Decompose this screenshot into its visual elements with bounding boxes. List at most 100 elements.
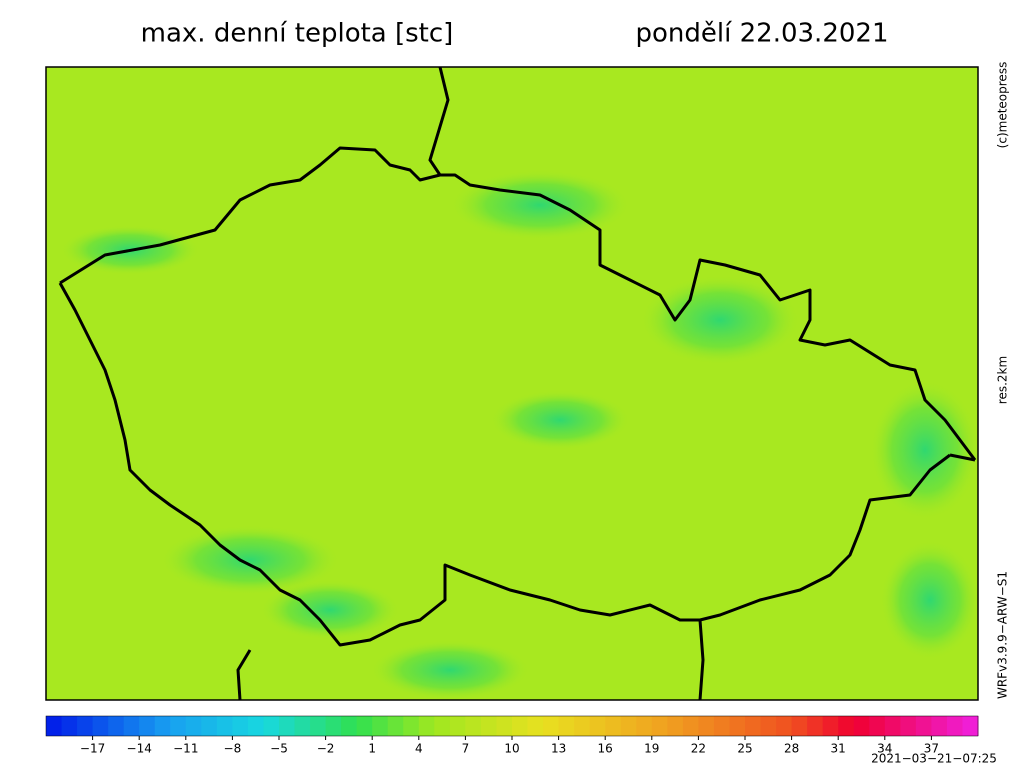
colorbar-segment [512, 716, 529, 736]
colorbar-segment [185, 716, 202, 736]
colorbar-segment [139, 716, 156, 736]
colorbar-segment [372, 716, 389, 736]
colorbar-segment [449, 716, 466, 736]
colorbar-segment [900, 716, 917, 736]
colorbar-segment [667, 716, 684, 736]
field-shade [490, 390, 630, 450]
colorbar-segment [123, 716, 140, 736]
colorbar-tick-label: 10 [504, 742, 519, 756]
colorbar-segment [745, 716, 762, 736]
colorbar-segment [77, 716, 94, 736]
colorbar-tick-label: −14 [127, 742, 152, 756]
colorbar-tick-label: 16 [598, 742, 613, 756]
colorbar-tick-label: −8 [224, 742, 242, 756]
colorbar-segment [46, 716, 63, 736]
country-border [58, 146, 977, 647]
colorbar-segment [853, 716, 870, 736]
colorbar-segment [776, 716, 793, 736]
colorbar-segment [822, 716, 839, 736]
field-background [46, 67, 978, 700]
colorbar-tick-label: 4 [415, 742, 423, 756]
colorbar-segment [527, 716, 544, 736]
field-shade [880, 540, 980, 660]
field-shade [870, 380, 980, 520]
colorbar-segment [946, 716, 963, 736]
colorbar-tick-label: 1 [368, 742, 376, 756]
colorbar-segment [884, 716, 901, 736]
model-label: WRFv3.9.9−ARW−S1 [996, 571, 1010, 699]
colorbar-tick-label: −11 [173, 742, 198, 756]
map-date: pondělí 22.03.2021 [636, 19, 889, 49]
colorbar-segment [108, 716, 125, 736]
map-frame [45, 66, 979, 701]
colorbar-segment [636, 716, 653, 736]
colorbar-segment [682, 716, 699, 736]
colorbar-segment [325, 716, 342, 736]
colorbar-segment [216, 716, 233, 736]
colorbar-segment [574, 716, 591, 736]
field-shade [160, 525, 340, 595]
colorbar-segment [807, 716, 824, 736]
colorbar-segment [651, 716, 668, 736]
colorbar-tick-label: 28 [784, 742, 799, 756]
colorbar-tick-label: 7 [462, 742, 470, 756]
colorbar-segment [465, 716, 482, 736]
colorbar-tick-label: 22 [691, 742, 706, 756]
colorbar-segment [496, 716, 513, 736]
colorbar-segment [92, 716, 109, 736]
colorbar-segment [962, 716, 979, 736]
resolution-label: res.2km [996, 356, 1010, 404]
colorbar-segment [61, 716, 78, 736]
field-shade [640, 275, 800, 365]
map-title: max. denní teplota [stc] [141, 19, 454, 49]
colorbar-segment [480, 716, 497, 736]
timestamp: 2021−03−21−07:25 [871, 752, 997, 766]
colorbar-segment [294, 716, 311, 736]
colorbar-segment [263, 716, 280, 736]
map-field [45, 66, 980, 701]
colorbar-segment [154, 716, 171, 736]
colorbar-segment [341, 716, 358, 736]
colorbar-segment [605, 716, 622, 736]
colorbar-segment [589, 716, 606, 736]
colorbar-segment [201, 716, 218, 736]
colorbar-segment [729, 716, 746, 736]
colorbar-segment [915, 716, 932, 736]
colorbar-tick-label: −17 [80, 742, 105, 756]
colorbar-segment [356, 716, 373, 736]
colorbar-segment [698, 716, 715, 736]
colorbar-segment [232, 716, 249, 736]
colorbar-tick-label: 19 [644, 742, 659, 756]
colorbar-segment [620, 716, 637, 736]
colorbar-segment [713, 716, 730, 736]
colorbar-segment [931, 716, 948, 736]
colorbar-tick-label: −5 [270, 742, 288, 756]
copyright-label: (c)meteopress [996, 62, 1010, 149]
colorbar-segment [418, 716, 435, 736]
colorbar-segment [791, 716, 808, 736]
colorbar-segment [310, 716, 327, 736]
colorbar-segment [247, 716, 264, 736]
field-shade [370, 640, 530, 700]
colorbar-tick-label: 34 [877, 742, 892, 756]
colorbar-tick-label: 25 [737, 742, 752, 756]
colorbar-segment [543, 716, 560, 736]
colorbar-tick-label: 31 [831, 742, 846, 756]
colorbar-segment [558, 716, 575, 736]
colorbar-segment [403, 716, 420, 736]
colorbar-segment [387, 716, 404, 736]
colorbar-segment [838, 716, 855, 736]
field-shade [260, 580, 400, 640]
colorbar-tick-label: 37 [924, 742, 939, 756]
colorbar: −17 −14 −11 −8 −5 −2 1 4 7 10 13 16 19 22 25 28 31 34 37 [45, 715, 979, 756]
colorbar-segment [869, 716, 886, 736]
neighbor-border [236, 66, 976, 701]
colorbar-tick-label: 13 [551, 742, 566, 756]
colorbar-segment [760, 716, 777, 736]
colorbar-segment [170, 716, 187, 736]
colorbar-segment [279, 716, 296, 736]
colorbar-tick-label: −2 [317, 742, 335, 756]
field-shade [450, 170, 630, 240]
colorbar-segment [434, 716, 451, 736]
